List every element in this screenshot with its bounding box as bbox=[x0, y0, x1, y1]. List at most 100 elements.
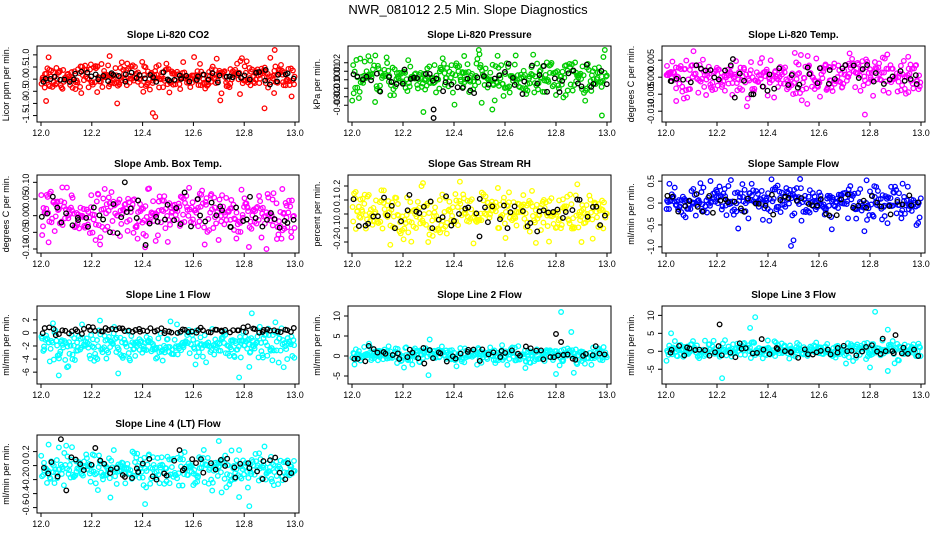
data-point bbox=[843, 201, 850, 207]
y-axis-label: degrees C per min. bbox=[626, 46, 636, 123]
x-tick-label: 12.2 bbox=[394, 259, 412, 269]
x-tick-label: 12.2 bbox=[708, 259, 726, 269]
data-point bbox=[603, 81, 610, 88]
data-point bbox=[352, 188, 359, 195]
data-point bbox=[426, 347, 433, 354]
y-tick-label: 0 bbox=[646, 349, 656, 354]
data-point bbox=[814, 202, 821, 209]
data-point bbox=[872, 70, 879, 77]
panel-10: Slope Line 4 (LT) Flow ml/min per min. 12.… bbox=[1, 419, 304, 529]
data-point bbox=[599, 357, 606, 364]
data-point bbox=[524, 349, 531, 356]
data-point bbox=[273, 200, 280, 207]
panel-title: Slope Line 4 (LT) Flow bbox=[115, 419, 221, 430]
data-point bbox=[899, 180, 906, 187]
data-point bbox=[226, 472, 233, 479]
data-point bbox=[236, 374, 243, 381]
data-point bbox=[790, 237, 797, 244]
data-point bbox=[575, 357, 582, 364]
data-point bbox=[215, 237, 222, 243]
data-point bbox=[529, 62, 535, 69]
data-point bbox=[350, 90, 357, 97]
data-point bbox=[817, 93, 823, 100]
data-point bbox=[418, 183, 425, 190]
data-point bbox=[241, 72, 248, 79]
data-point bbox=[476, 233, 483, 240]
data-point bbox=[838, 196, 845, 203]
data-point bbox=[563, 203, 570, 210]
series-all bbox=[38, 47, 298, 120]
data-point bbox=[290, 212, 297, 219]
x-tick-label: 12.0 bbox=[657, 390, 675, 400]
data-point bbox=[180, 59, 187, 66]
data-point bbox=[38, 452, 45, 459]
data-point bbox=[350, 62, 357, 69]
data-point bbox=[813, 339, 820, 346]
data-point bbox=[288, 234, 295, 241]
data-point bbox=[70, 76, 77, 83]
data-point bbox=[864, 62, 871, 68]
data-point bbox=[569, 355, 576, 362]
data-point bbox=[59, 85, 66, 92]
data-point bbox=[462, 205, 469, 212]
data-point bbox=[861, 228, 868, 235]
data-point bbox=[83, 66, 90, 73]
data-point bbox=[527, 345, 534, 352]
data-point bbox=[235, 228, 242, 235]
data-point bbox=[105, 78, 112, 85]
data-point bbox=[479, 346, 486, 353]
data-point bbox=[77, 83, 84, 90]
data-point bbox=[95, 343, 102, 350]
data-point bbox=[702, 337, 708, 344]
data-point bbox=[153, 355, 159, 362]
data-point bbox=[362, 358, 369, 365]
x-tick-label: 12.6 bbox=[496, 259, 514, 269]
data-point bbox=[584, 213, 591, 220]
data-point bbox=[455, 222, 461, 229]
x-tick-label: 12.4 bbox=[134, 259, 152, 269]
data-point bbox=[214, 472, 221, 479]
data-point bbox=[245, 244, 252, 250]
data-point bbox=[449, 89, 456, 96]
data-point bbox=[741, 186, 748, 193]
data-point bbox=[260, 464, 267, 471]
data-point bbox=[405, 229, 412, 236]
data-point bbox=[430, 213, 437, 220]
data-point bbox=[83, 455, 90, 462]
data-point bbox=[52, 213, 59, 220]
x-tick-label: 12.8 bbox=[235, 390, 253, 400]
data-point bbox=[228, 447, 235, 454]
data-point bbox=[443, 230, 450, 237]
data-point bbox=[216, 72, 223, 79]
data-point bbox=[132, 63, 138, 70]
data-point bbox=[501, 220, 508, 227]
data-point bbox=[207, 329, 214, 336]
data-point bbox=[86, 214, 93, 221]
data-point bbox=[405, 57, 412, 64]
data-point bbox=[227, 478, 234, 484]
data-point bbox=[95, 191, 102, 198]
data-point bbox=[176, 447, 183, 454]
data-point bbox=[54, 473, 61, 480]
data-point bbox=[209, 70, 216, 77]
data-point bbox=[755, 203, 762, 210]
x-tick-label: 12.6 bbox=[810, 259, 828, 269]
data-point bbox=[135, 469, 142, 475]
data-point bbox=[261, 443, 268, 450]
data-point bbox=[512, 52, 519, 59]
data-point bbox=[819, 75, 826, 82]
data-point bbox=[752, 200, 759, 207]
data-point bbox=[513, 222, 520, 229]
data-point bbox=[122, 78, 129, 85]
data-point bbox=[243, 216, 250, 223]
data-point bbox=[404, 88, 411, 95]
data-point bbox=[113, 334, 120, 341]
data-point bbox=[716, 77, 723, 84]
data-point bbox=[827, 64, 834, 71]
data-point bbox=[880, 87, 887, 94]
data-point bbox=[208, 460, 214, 467]
data-point bbox=[51, 73, 58, 80]
data-point bbox=[524, 219, 531, 226]
data-point bbox=[66, 78, 73, 85]
data-point bbox=[676, 342, 683, 349]
